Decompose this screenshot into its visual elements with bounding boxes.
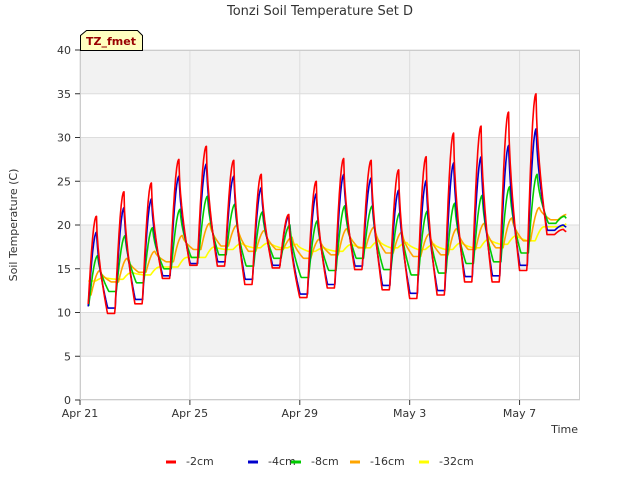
legend-label: -32cm [439,455,474,468]
x-axis-label: Time [550,423,578,436]
y-axis-ticks: 0 5 10 15 20 25 30 35 40 [57,44,80,407]
x-tick-label: Apr 21 [62,407,99,420]
legend-label: -8cm [311,455,339,468]
x-tick-label: May 3 [393,407,426,420]
y-tick-label: 20 [57,219,71,232]
tz-fmet-badge-label: TZ_fmet [86,35,136,48]
series-line [87,93,567,315]
y-tick-label: 5 [64,350,71,363]
legend-label: -2cm [186,455,214,468]
y-tick-label: 35 [57,88,71,101]
plot-band [80,50,580,94]
x-axis-ticks: Apr 21 Apr 25 Apr 29 May 3 May 7 [62,400,536,420]
legend-label: -4cm [268,455,296,468]
plot-band [80,312,580,357]
plot-band [80,356,580,400]
chart-title: Tonzi Soil Temperature Set D [226,4,413,19]
y-tick-label: 0 [64,394,71,407]
series-line [88,223,567,282]
y-tick-label: 40 [57,44,71,57]
plot-band [80,137,580,182]
plot-band [80,181,580,225]
plot-background [80,50,580,400]
plot-frame [80,50,580,400]
legend: -2cm -4cm -8cm -16cm -32cm [166,455,474,468]
y-tick-label: 15 [57,263,71,276]
y-axis-label: Soil Temperature (C) [7,169,20,282]
y-tick-label: 10 [57,307,71,320]
x-tick-label: Apr 29 [282,407,319,420]
x-tick-label: Apr 25 [172,407,209,420]
y-tick-label: 30 [57,132,71,145]
plot-band [80,268,580,313]
x-tick-label: May 7 [503,407,536,420]
legend-label: -16cm [370,455,405,468]
plot-band [80,93,580,138]
tz-fmet-badge-box [80,30,143,51]
tz-fmet-badge: TZ_fmet [80,30,143,51]
series-lines [87,93,567,315]
y-tick-label: 25 [57,175,71,188]
